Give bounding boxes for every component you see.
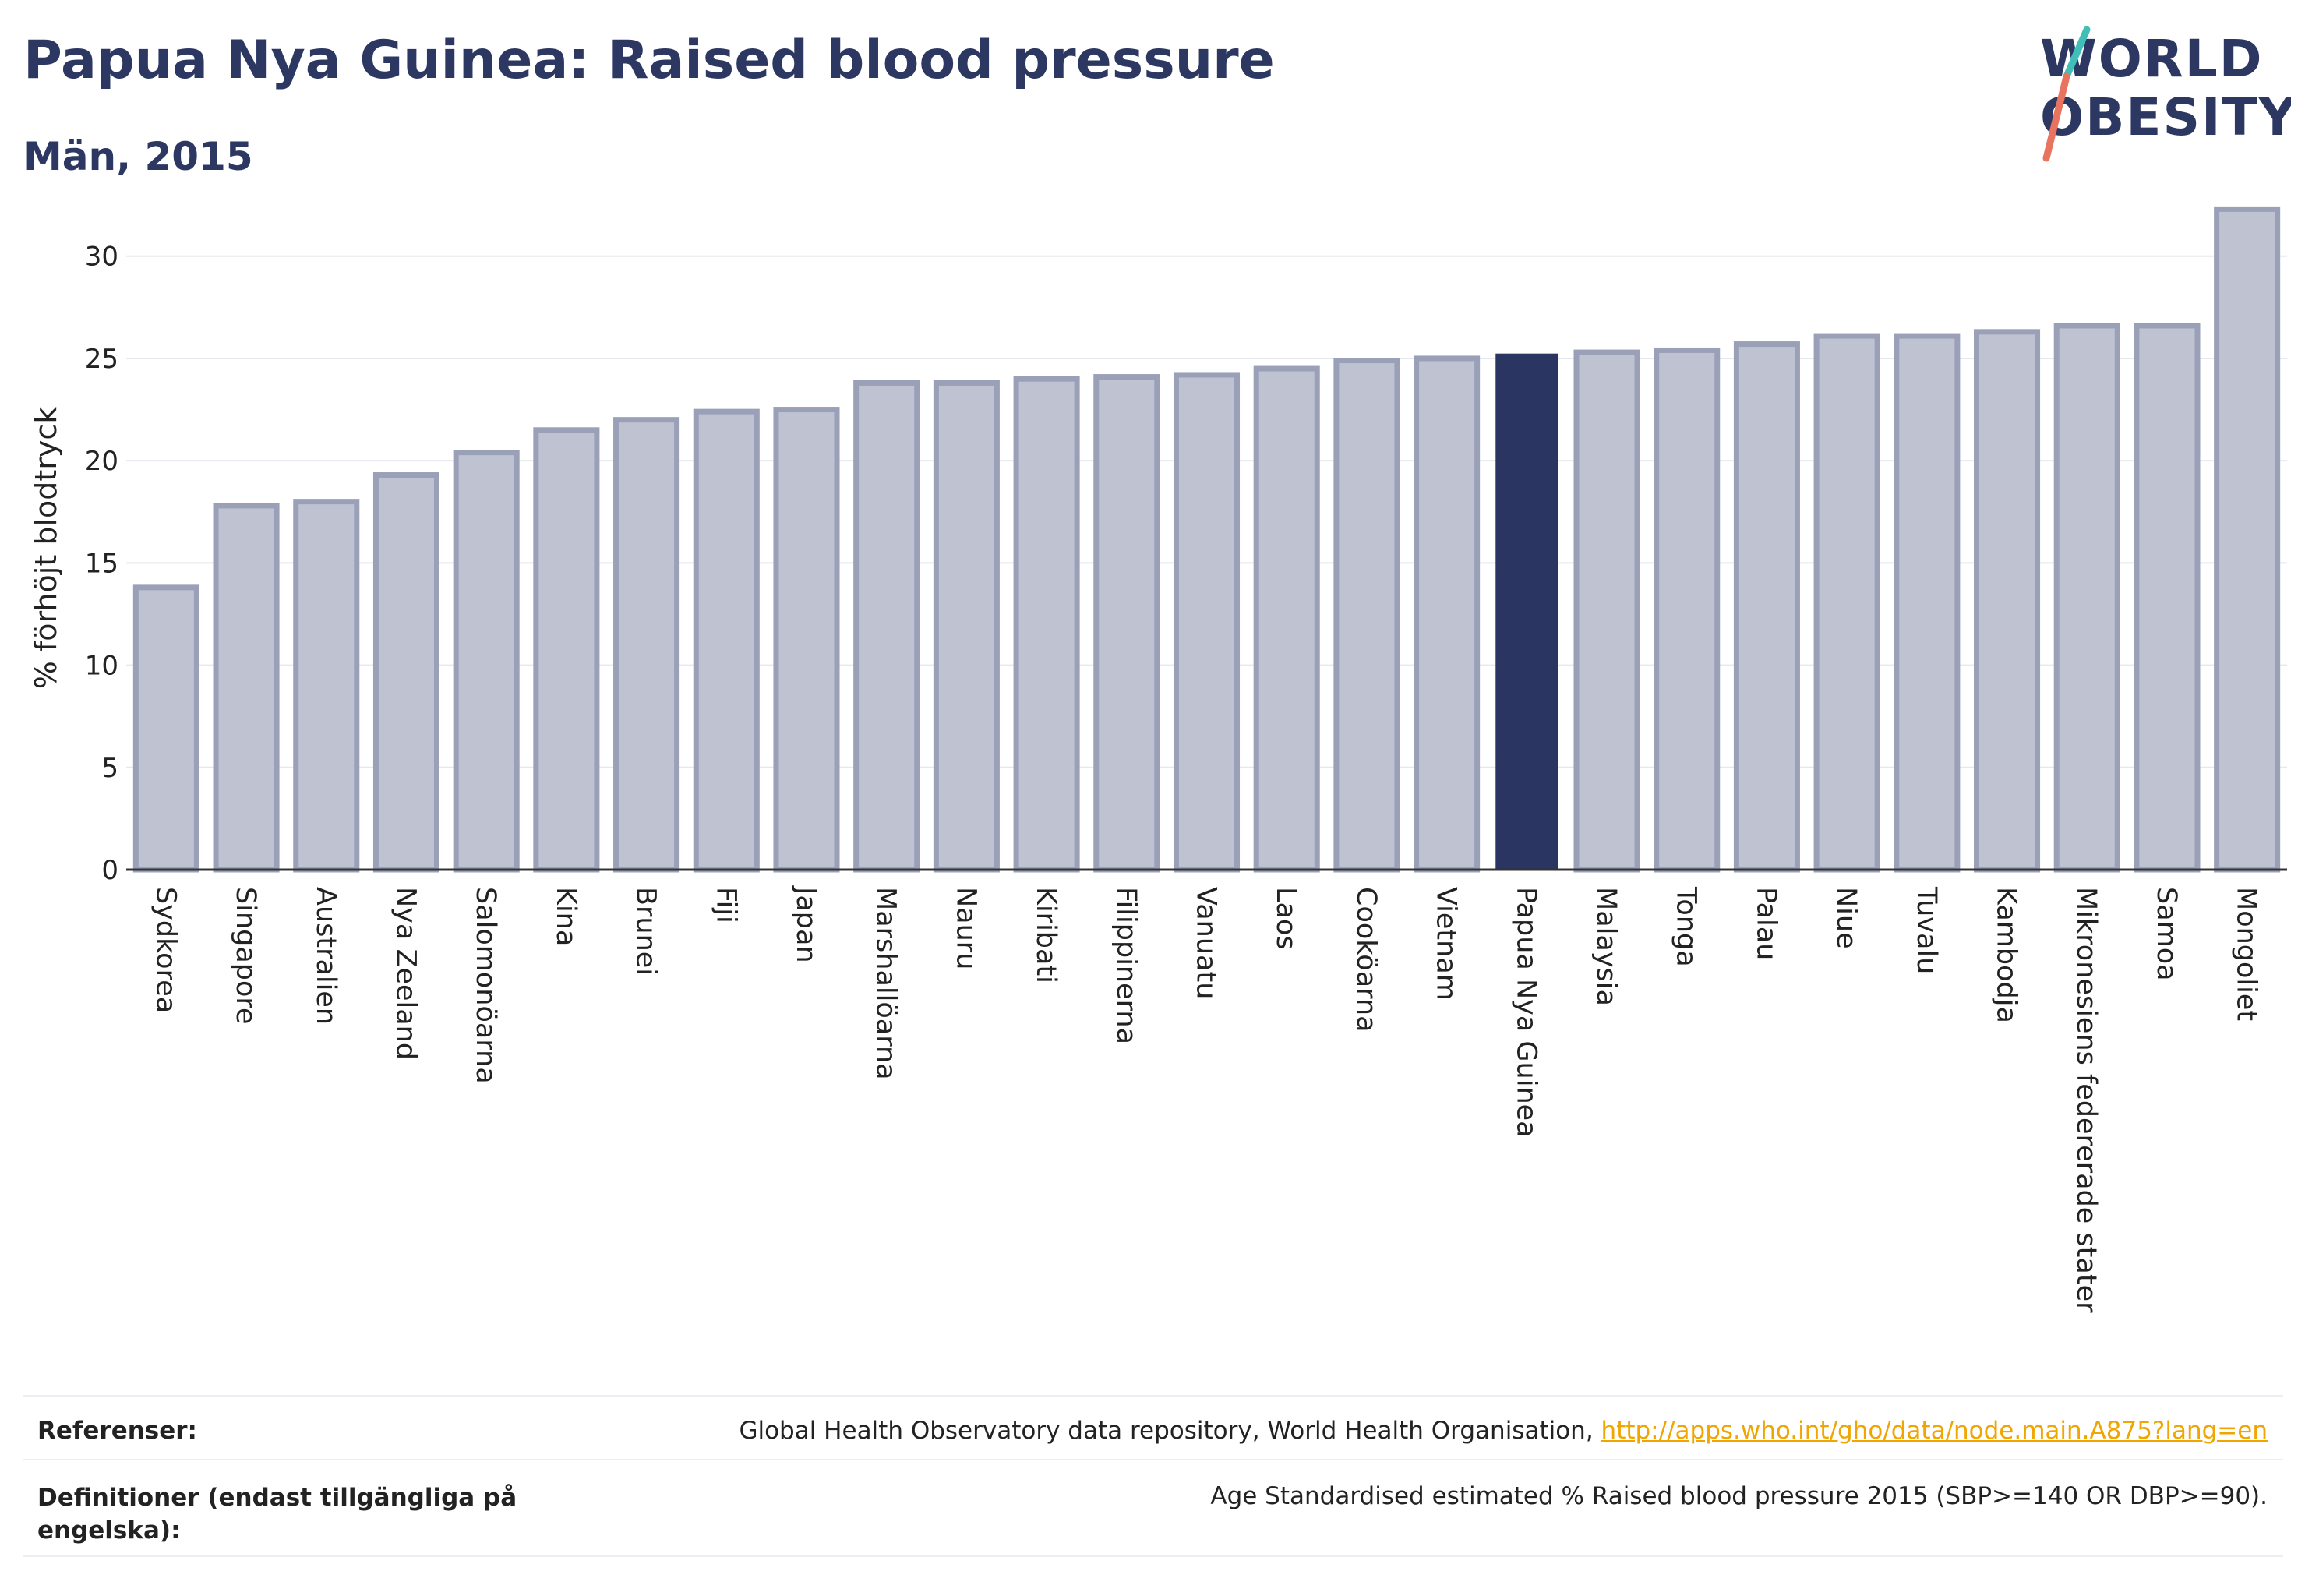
bar [1414,355,1481,873]
bar [2134,323,2201,873]
chart-subtitle: Män, 2015 [23,134,253,179]
x-tick-label: Tuvalu [1911,886,1942,974]
bar [693,408,760,873]
x-tick-label: Niue [1830,887,1862,949]
bar [773,407,840,873]
x-tick-label: Fiji [710,887,741,923]
x-tick-label: Kiribati [1030,887,1061,983]
x-tick-label: Cooköarna [1350,887,1382,1033]
y-tick-label: 15 [85,548,118,579]
bar [1894,333,1961,873]
x-tick-label: Japan [790,885,821,963]
x-tick-label: Singapore [230,887,261,1025]
y-tick-label: 10 [85,651,118,682]
bar [1654,347,1721,873]
footer-divider-middle [23,1459,2283,1460]
x-tick-label: Malaysia [1590,887,1622,1006]
world-obesity-logo: WORLD OBESITY [2040,26,2291,162]
x-tick-label: Kambodja [1991,887,2022,1023]
bar [1173,372,1241,873]
bar [933,380,1000,873]
x-tick-label: Filippinerna [1110,887,1142,1044]
bar [533,427,600,873]
references-link[interactable]: http://apps.who.int/gho/data/node.main.A… [1601,1417,2268,1445]
bar [132,584,199,873]
bar [2214,206,2281,873]
x-tick-label: Nya Zeeland [390,887,421,1060]
bar [613,417,680,873]
bar-chart: 0 5 10 15 20 25 30 % förhöjt blodtryck Sydkorea S… [29,206,2287,1313]
x-tick-label: Vanuatu [1191,887,1222,999]
x-tick-label: Papua Nya Guinea [1510,887,1541,1138]
references-text: Global Health Observatory data repositor… [739,1417,2268,1445]
x-tick-label: Mongoliet [2231,887,2262,1021]
bar [1974,329,2041,873]
logo-slash-teal [2063,26,2091,80]
x-tick-label: Kina [550,887,581,946]
references-label: Referenser: [37,1417,197,1445]
x-tick-label: Sydkorea [150,887,181,1013]
bar [1813,333,1880,873]
chart-title: Papua Nya Guinea: Raised blood pressure [23,30,1275,91]
bar [213,503,280,873]
bar [372,472,439,873]
x-tick-label: Salomonöarna [470,887,501,1084]
y-axis-label: % förhöjt blodtryck [29,407,63,690]
definitions-text: Age Standardised estimated % Raised bloo… [1210,1482,2268,1510]
bar [1013,376,1080,873]
x-tick-label: Marshallöarna [870,887,902,1080]
bar [1093,374,1160,873]
bar [1495,353,1558,870]
y-tick-label: 5 [101,753,118,784]
x-tick-label: Nauru [950,887,981,969]
definitions-label: Definitioner (endast tillgängliga på eng… [37,1484,517,1545]
bar [453,450,520,873]
bar [293,499,360,873]
x-tick-label: Palau [1750,887,1781,960]
footer-divider-top [23,1395,2283,1396]
x-tick-label: Tonga [1671,886,1702,967]
footer-divider-bottom [23,1555,2283,1557]
bar [853,380,920,873]
x-tick-label: Brunei [630,887,662,976]
bar [1733,341,1800,873]
x-tick-label: Samoa [2151,887,2182,981]
bar [2053,323,2120,873]
bar [1333,358,1400,873]
bar [1573,349,1640,873]
y-tick-label: 0 [101,855,118,886]
bar [1253,365,1320,873]
logo-line2: OBESITY [2040,87,2291,147]
y-tick-label: 30 [85,242,118,273]
y-tick-label: 25 [85,344,118,375]
x-tick-label: Vietnam [1431,887,1462,1001]
logo-slash-coral [2042,72,2070,162]
x-tick-label: Australien [310,887,341,1025]
x-tick-label: Laos [1270,887,1301,950]
x-tick-label: Mikronesiens federerade stater [2070,887,2102,1313]
references-source: Global Health Observatory data repositor… [739,1417,1601,1445]
y-tick-label: 20 [85,446,118,477]
